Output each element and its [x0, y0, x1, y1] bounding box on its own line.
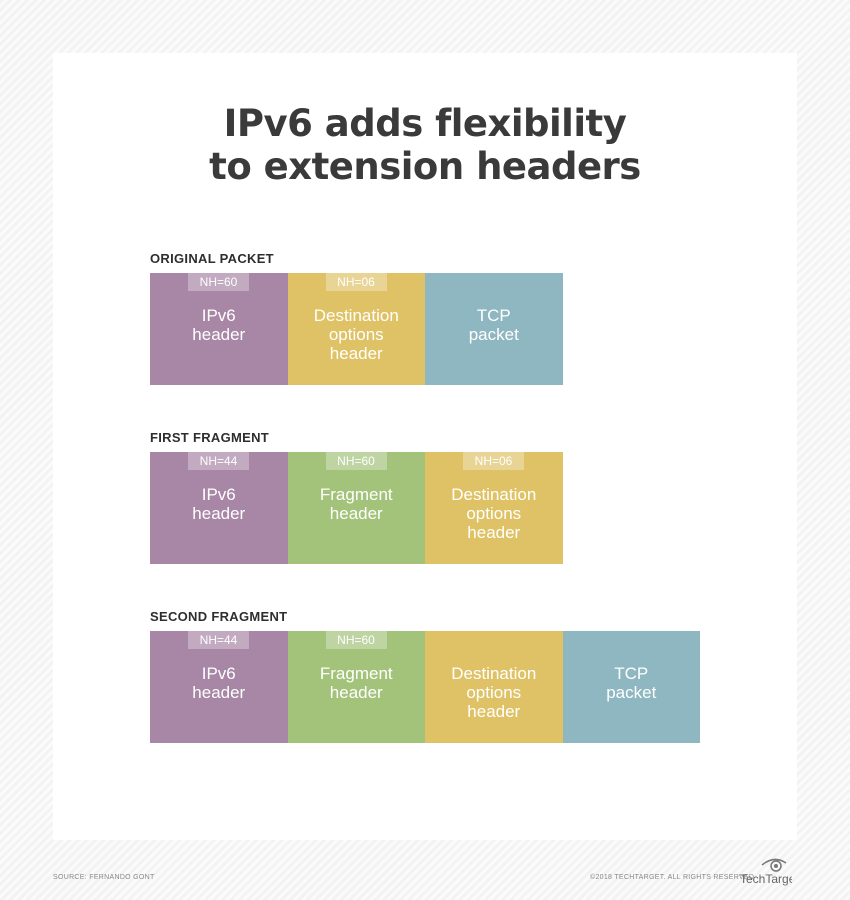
block-label-line: header: [329, 504, 383, 523]
block-label-line: options: [328, 325, 384, 344]
block-label: IPv6 header: [150, 485, 288, 523]
packet-row: NH=60 IPv6 header NH=06 Destination options he…: [150, 273, 563, 385]
title-line-2: to extension headers: [209, 145, 641, 188]
block-label-line: header: [192, 325, 246, 344]
next-header-tag: NH=44: [188, 631, 249, 649]
eye-icon: TechTarget: [740, 858, 799, 886]
block-label-line: header: [192, 683, 246, 702]
block-label-line: options: [466, 504, 522, 523]
copyright: ©2018 TECHTARGET. ALL RIGHTS RESERVED: [590, 874, 755, 881]
techtarget-logo: TechTarget: [740, 856, 799, 886]
next-header-tag: NH=60: [325, 452, 387, 470]
block-label: Destination options header: [288, 306, 426, 363]
next-header-tag: NH=60: [325, 631, 387, 649]
block-label-line: header: [467, 702, 521, 721]
ipv6-block: NH=60 IPv6 header: [150, 273, 288, 385]
next-header-tag: NH=44: [188, 452, 249, 470]
block-label-line: packet: [468, 325, 519, 344]
diagram-title: IPv6 adds flexibility to extension heade…: [0, 102, 850, 188]
section-label: FIRST FRAGMENT: [150, 430, 270, 445]
block-label: Fragment header: [288, 485, 426, 523]
block-label-line: Fragment: [319, 485, 393, 504]
block-label: Destination options header: [425, 664, 563, 721]
block-label-line: IPv6: [201, 664, 236, 683]
block-label-line: Destination: [313, 306, 399, 325]
block-label-line: IPv6: [201, 306, 236, 325]
fragment-block: NH=60 Fragment header: [287, 452, 426, 564]
destination-block: NH=06 Destination options header: [425, 452, 563, 564]
block-label-line: TCP: [476, 306, 511, 325]
block-label: TCP packet: [425, 306, 563, 344]
svg-text:TechTarget: TechTarget: [740, 872, 792, 886]
section-label: SECOND FRAGMENT: [150, 609, 288, 624]
tcp-block: TCP packet: [425, 273, 563, 385]
ipv6-block: NH=44 IPv6 header: [150, 631, 288, 743]
block-label-line: header: [329, 344, 383, 363]
block-label: IPv6 header: [150, 306, 288, 344]
block-label-line: header: [192, 504, 246, 523]
block-label-line: header: [467, 523, 521, 542]
section-label: ORIGINAL PACKET: [150, 251, 274, 266]
block-label-line: header: [329, 683, 383, 702]
block-label: Fragment header: [288, 664, 426, 702]
title-line-1: IPv6 adds flexibility: [223, 102, 627, 145]
block-label-line: Fragment: [319, 664, 393, 683]
block-label: Destination options header: [425, 485, 563, 542]
block-label-line: Destination: [451, 664, 537, 683]
block-label-line: Destination: [451, 485, 537, 504]
block-label: IPv6 header: [150, 664, 288, 702]
block-label: TCP packet: [563, 664, 701, 702]
source-credit: SOURCE: FERNANDO GONT: [53, 874, 155, 881]
block-label-line: options: [466, 683, 522, 702]
packet-row: NH=44 IPv6 header NH=60 Fragment header Destin…: [150, 631, 700, 743]
ipv6-block: NH=44 IPv6 header: [150, 452, 288, 564]
tcp-block: TCP packet: [562, 631, 701, 743]
next-header-tag: NH=06: [463, 452, 524, 470]
next-header-tag: NH=60: [188, 273, 249, 291]
block-label-line: IPv6: [201, 485, 236, 504]
block-label-line: packet: [606, 683, 657, 702]
fragment-block: NH=60 Fragment header: [287, 631, 426, 743]
destination-block: NH=06 Destination options header: [287, 273, 426, 385]
destination-block: Destination options header: [425, 631, 563, 743]
next-header-tag: NH=06: [325, 273, 387, 291]
packet-row: NH=44 IPv6 header NH=60 Fragment header NH=06 D…: [150, 452, 563, 564]
block-label-line: TCP: [614, 664, 649, 683]
